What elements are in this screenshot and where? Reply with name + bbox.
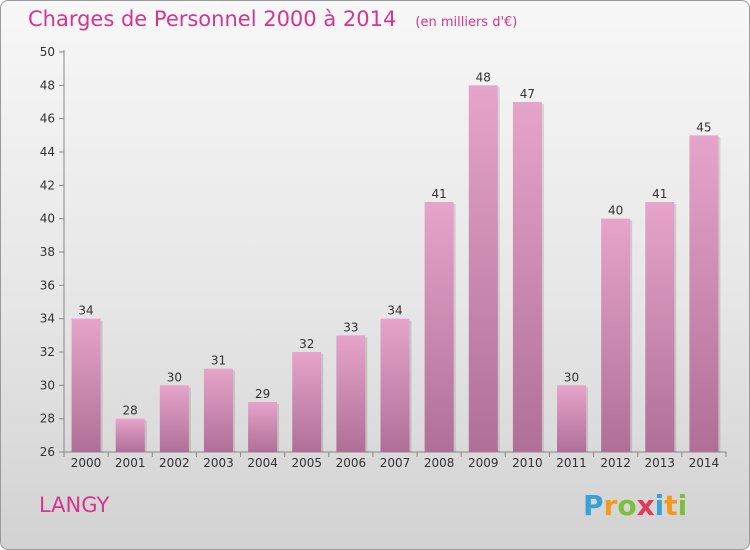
x-tick-label: 2011	[556, 456, 587, 470]
data-label: 45	[696, 120, 711, 134]
x-tick-label: 2014	[689, 456, 720, 470]
bar	[336, 335, 366, 452]
data-label: 32	[299, 337, 314, 351]
bar	[115, 418, 145, 452]
x-tick-label: 2007	[380, 456, 411, 470]
bar	[203, 368, 233, 452]
x-tick-label: 2003	[203, 456, 234, 470]
y-tick-label: 46	[40, 112, 55, 126]
y-tick-label: 30	[40, 378, 55, 392]
y-tick-label: 42	[40, 178, 55, 192]
bar	[380, 318, 410, 452]
y-tick-label: 50	[40, 45, 55, 59]
data-label: 41	[431, 187, 446, 201]
y-tick-label: 48	[40, 78, 55, 92]
proxiti-logo[interactable]: Proxiti	[583, 489, 687, 522]
bar	[512, 102, 542, 452]
data-label: 40	[608, 204, 623, 218]
x-tick-label: 2010	[512, 456, 543, 470]
logo-letter: i	[654, 489, 665, 522]
x-tick-label: 2000	[71, 456, 102, 470]
y-tick-label: 36	[40, 278, 55, 292]
data-label: 48	[476, 70, 491, 84]
bar	[689, 135, 719, 453]
commune-name: LANGY	[39, 493, 110, 517]
x-tick-label: 2009	[468, 456, 499, 470]
data-label: 28	[123, 404, 138, 418]
bar	[159, 385, 189, 452]
title-row: Charges de Personnel 2000 à 2014 (en mil…	[28, 7, 517, 31]
data-label: 31	[211, 354, 226, 368]
logo-letter: x	[636, 489, 655, 522]
x-tick-label: 2008	[424, 456, 455, 470]
data-label: 30	[564, 370, 579, 384]
y-tick-label: 32	[40, 345, 55, 359]
x-tick-label: 2005	[291, 456, 322, 470]
bar	[557, 385, 587, 452]
x-tick-label: 2004	[247, 456, 278, 470]
data-label: 34	[387, 304, 402, 318]
logo-letter: i	[677, 489, 688, 522]
data-label: 41	[652, 187, 667, 201]
chart-title: Charges de Personnel 2000 à 2014	[28, 7, 397, 31]
logo-letter: o	[617, 489, 637, 522]
logo-letter: t	[664, 489, 678, 522]
plot-area: 26 28 30 32 34 36 38 40 42 44 46 48 50 34 2000 28 2001 30…	[40, 45, 727, 470]
data-label: 30	[167, 370, 182, 384]
x-tick-label: 2013	[645, 456, 676, 470]
y-tick-label: 38	[40, 245, 55, 259]
chart-subtitle: (en milliers d'€)	[415, 15, 518, 30]
x-tick-label: 2012	[600, 456, 631, 470]
logo-letter: P	[583, 489, 604, 522]
bar	[292, 352, 322, 452]
data-label: 33	[343, 320, 358, 334]
y-tick-label: 26	[40, 445, 55, 459]
y-tick-label: 44	[40, 145, 55, 159]
bar	[71, 318, 101, 452]
x-tick-label: 2002	[159, 456, 190, 470]
bar	[248, 402, 278, 452]
x-tick-label: 2001	[115, 456, 146, 470]
bar	[645, 202, 675, 452]
bar	[424, 202, 454, 452]
data-label: 34	[78, 304, 93, 318]
data-label: 29	[255, 387, 270, 401]
x-tick-label: 2006	[336, 456, 367, 470]
bar	[468, 85, 498, 452]
data-label: 47	[520, 87, 535, 101]
y-tick-label: 40	[40, 212, 55, 226]
y-tick-label: 28	[40, 412, 55, 426]
bar	[601, 218, 631, 452]
y-tick-label: 34	[40, 312, 55, 326]
logo-letter: r	[603, 489, 618, 522]
